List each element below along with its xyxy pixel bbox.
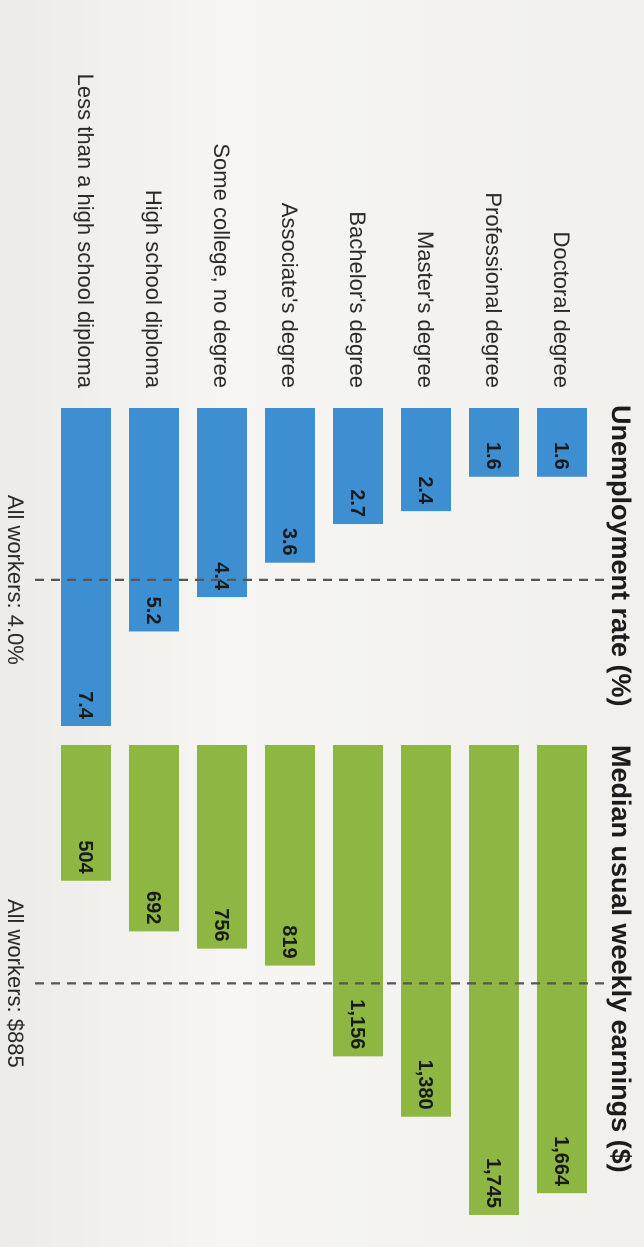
panel-title: Median usual weekly earnings ($)	[606, 745, 636, 1173]
category-label: Some college, no degree	[209, 143, 234, 388]
bar-value-label: 1.6	[550, 442, 572, 470]
category-label: Associate's degree	[277, 203, 302, 388]
bar-value-label: 1,664	[550, 1136, 572, 1187]
reference-line-label: All workers: 4.0%	[3, 495, 28, 665]
reference-line-label: All workers: $885	[3, 899, 28, 1068]
category-label: Master's degree	[413, 231, 438, 388]
bar	[129, 408, 179, 632]
bar-value-label: 692	[142, 891, 164, 924]
category-label: Less than a high school diploma	[73, 74, 98, 389]
bar	[333, 745, 383, 1057]
bar	[265, 745, 315, 966]
bar-value-label: 3.6	[278, 528, 300, 556]
bar	[197, 745, 247, 949]
bar-value-label: 756	[210, 908, 232, 941]
bar-value-label: 504	[74, 840, 96, 874]
bar-value-label: 2.7	[346, 489, 368, 517]
bar-value-label: 7.4	[74, 691, 96, 720]
bar-value-label: 819	[278, 925, 300, 958]
panel-title: Unemployment rate (%)	[606, 405, 636, 707]
bar	[197, 408, 247, 598]
bar	[61, 745, 111, 881]
bar	[61, 408, 111, 726]
bar	[537, 408, 587, 477]
category-label: Professional degree	[481, 192, 506, 388]
bar	[401, 408, 451, 512]
bar-value-label: 2.4	[414, 476, 436, 505]
bar-value-label: 1,156	[346, 999, 368, 1049]
category-label: High school diploma	[141, 190, 166, 389]
bar-value-label: 5.2	[142, 597, 164, 625]
bar	[537, 745, 587, 1194]
bar	[333, 408, 383, 525]
bar-value-label: 4.4	[210, 562, 232, 591]
bar-value-label: 1,745	[482, 1158, 504, 1208]
category-label: Doctoral degree	[549, 231, 574, 388]
bar-value-label: 1.6	[482, 442, 504, 470]
bar	[469, 745, 519, 1215]
category-label: Bachelor's degree	[345, 211, 370, 388]
bar	[401, 745, 451, 1117]
bar	[265, 408, 315, 563]
bar	[469, 408, 519, 477]
bar	[129, 745, 179, 932]
bar-value-label: 1,380	[414, 1060, 436, 1110]
